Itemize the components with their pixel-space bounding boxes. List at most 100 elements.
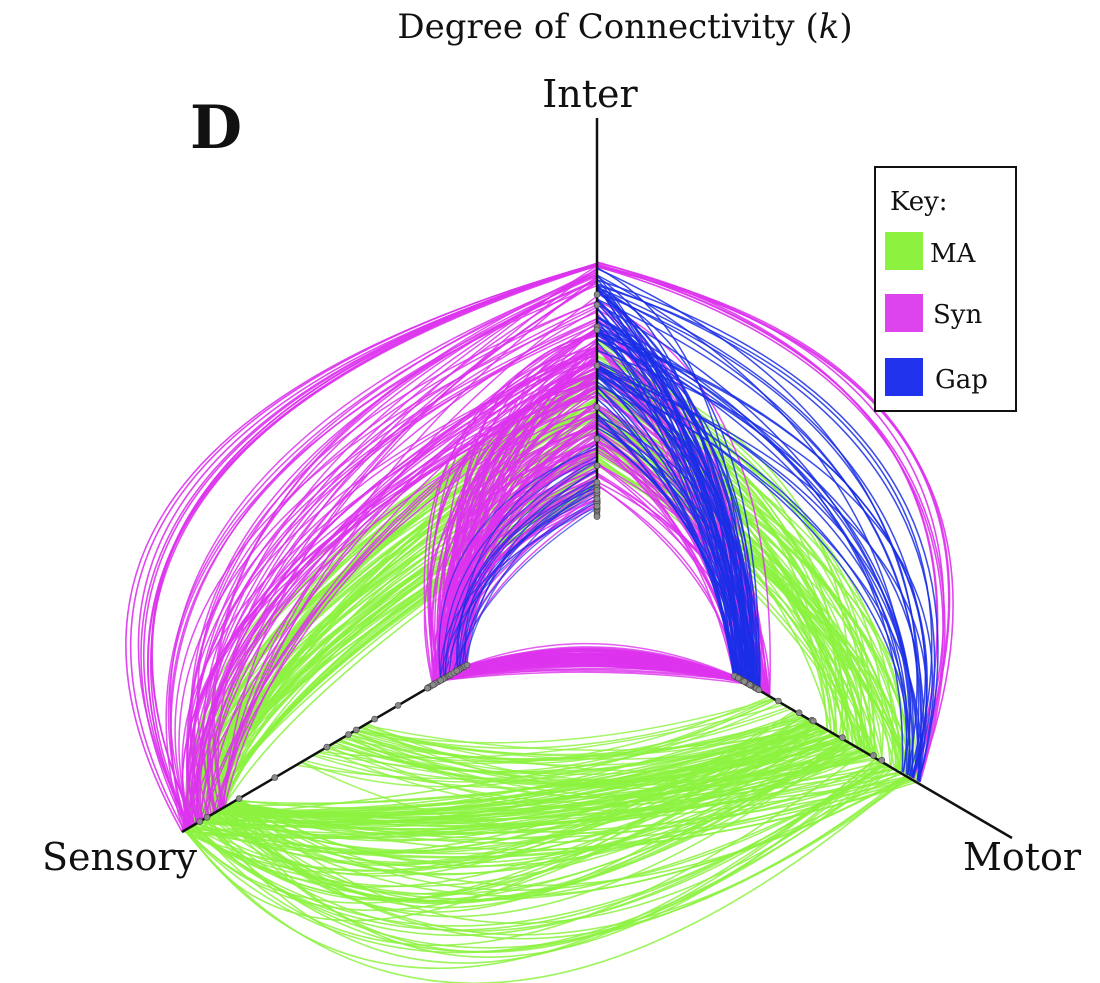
node — [746, 681, 754, 689]
legend-swatch-syn — [885, 294, 923, 332]
axis-label-motor: Motor — [963, 835, 1082, 879]
node — [463, 661, 471, 669]
edge — [146, 264, 598, 829]
edge — [442, 660, 748, 685]
edge — [596, 416, 884, 761]
edge — [439, 499, 598, 681]
edge — [457, 501, 598, 671]
node — [795, 709, 803, 717]
edge — [457, 443, 598, 671]
edge — [596, 263, 946, 783]
node — [870, 752, 877, 759]
axis-label-inter: Inter — [542, 72, 638, 116]
edge — [300, 759, 883, 834]
node — [593, 403, 601, 411]
node — [424, 684, 431, 692]
edge — [429, 374, 598, 682]
edge — [446, 649, 749, 685]
edge — [596, 299, 751, 685]
node — [809, 717, 817, 725]
edge — [143, 263, 598, 829]
edge — [596, 333, 927, 777]
node — [593, 301, 601, 309]
node — [593, 362, 601, 369]
edge — [221, 770, 902, 897]
edge — [466, 468, 598, 666]
edge — [237, 764, 891, 924]
edge — [432, 421, 598, 685]
node — [352, 726, 360, 734]
edge — [186, 349, 598, 828]
edge — [427, 347, 598, 684]
edge — [596, 261, 945, 779]
nodes-layer — [196, 291, 886, 825]
edge — [189, 762, 888, 927]
edge — [137, 265, 598, 828]
edge — [361, 725, 841, 788]
node — [371, 715, 379, 723]
edge — [596, 330, 911, 775]
edge — [202, 324, 598, 814]
edge — [204, 761, 886, 932]
edge — [150, 264, 598, 825]
edge — [201, 765, 893, 953]
node — [453, 667, 461, 675]
node — [734, 674, 742, 682]
edge — [596, 325, 915, 777]
edge — [185, 268, 598, 830]
edge — [303, 713, 803, 783]
edge — [194, 750, 866, 947]
edge — [448, 469, 598, 676]
edge — [218, 776, 912, 936]
edge — [444, 458, 598, 679]
edge — [356, 697, 774, 744]
edge — [596, 291, 918, 776]
edge — [348, 729, 831, 776]
edge — [596, 408, 735, 676]
edge — [345, 735, 872, 790]
gap-edges — [438, 267, 939, 782]
edge — [227, 732, 836, 876]
edge — [338, 697, 774, 773]
edge — [198, 328, 598, 822]
edge — [216, 439, 598, 812]
node — [429, 681, 437, 689]
edge — [184, 774, 909, 983]
legend-label-ma: MA — [930, 239, 977, 269]
node — [593, 291, 601, 298]
edge — [596, 385, 741, 679]
node — [323, 743, 331, 751]
edge — [459, 495, 598, 670]
node — [593, 326, 601, 334]
edge — [355, 725, 823, 767]
edge — [596, 457, 872, 755]
edge — [129, 262, 598, 831]
edge — [334, 741, 871, 812]
edge — [196, 301, 598, 812]
node — [593, 495, 601, 503]
node — [741, 678, 748, 685]
edge — [184, 757, 879, 969]
edge — [187, 269, 598, 825]
edge — [170, 271, 598, 831]
panel-letter: D — [190, 93, 242, 163]
node — [775, 697, 782, 705]
edge — [440, 671, 750, 686]
edge — [439, 359, 598, 681]
edge — [466, 642, 735, 677]
node — [593, 435, 601, 443]
edge — [189, 441, 598, 828]
edge — [460, 394, 598, 666]
edge — [596, 286, 761, 691]
edge — [438, 403, 598, 678]
edge — [596, 284, 933, 778]
edge — [228, 763, 890, 828]
edge — [348, 733, 849, 799]
legend: Key: MA Syn Gap — [874, 166, 1017, 412]
node — [196, 818, 204, 825]
axis-label-sensory: Sensory — [42, 835, 198, 879]
legend-swatch-gap — [885, 358, 923, 396]
edge — [202, 338, 598, 820]
node — [593, 478, 601, 486]
node — [593, 513, 601, 520]
